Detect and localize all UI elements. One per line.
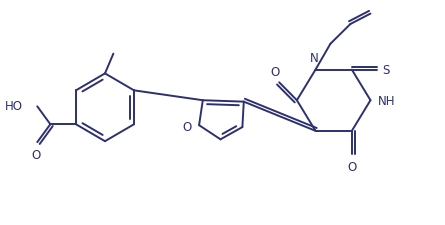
- Text: O: O: [182, 120, 192, 133]
- Text: NH: NH: [377, 94, 395, 107]
- Text: O: O: [31, 148, 40, 162]
- Text: O: O: [271, 65, 280, 78]
- Text: N: N: [310, 51, 319, 64]
- Text: O: O: [347, 160, 356, 173]
- Text: S: S: [382, 64, 389, 77]
- Text: HO: HO: [4, 99, 22, 112]
